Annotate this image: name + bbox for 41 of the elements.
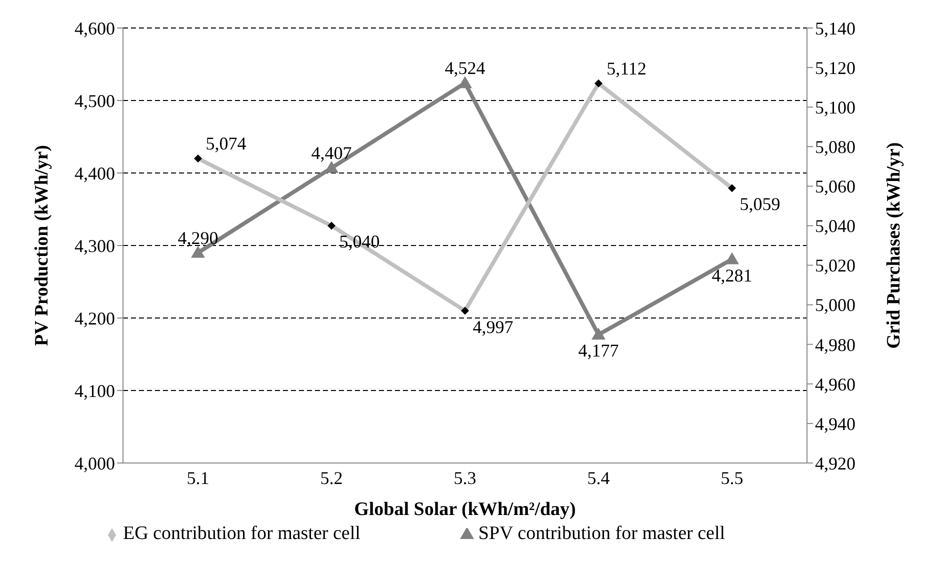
y2-tick-label: 5,100	[815, 97, 856, 118]
x-tick-label: 5.1	[186, 468, 210, 488]
data-label: 4,281	[712, 265, 752, 286]
point	[592, 328, 606, 340]
data-label: 5,040	[339, 232, 380, 252]
y2-tick-label: 5,060	[815, 176, 856, 197]
y2-tick-label: 5,020	[815, 256, 856, 276]
x-tick-label: 5.4	[587, 468, 610, 488]
y-tick-label: 4,600	[74, 18, 115, 38]
y2-tick-label: 5,140	[815, 18, 856, 38]
data-label: 4,290	[178, 228, 218, 248]
x-axis-title: Global Solar (kWh/m²/day)	[354, 499, 576, 520]
y2-tick-label: 4,960	[815, 374, 856, 394]
y-axis-title: PV Production (kWh/yr)	[32, 145, 53, 346]
y2-tick-label: 4,980	[815, 334, 856, 355]
y2-axis-title: Grid Purchases (kWh/yr)	[884, 142, 905, 349]
y-tick-label: 4,500	[74, 90, 115, 111]
y2-tick-label: 5,040	[815, 216, 856, 236]
data-label: 5,112	[606, 58, 646, 78]
y2-tick-label: 5,080	[815, 137, 856, 158]
data-label: 4,997	[472, 316, 514, 337]
x-tick-label: 5.2	[320, 468, 343, 488]
legend-label: EG contribution for master cell	[122, 523, 360, 544]
data-label: 5,074	[206, 134, 246, 154]
y2-tick-label: 5,000	[815, 295, 856, 316]
y-tick-label: 4,400	[74, 163, 115, 184]
legend-label: SPV contribution for master cell	[478, 523, 726, 544]
data-label: 5,059	[740, 194, 780, 214]
y2-tick-label: 4,940	[815, 414, 856, 434]
data-label: 4,177	[578, 340, 619, 361]
y2-tick-label: 4,920	[815, 453, 856, 474]
y-tick-label: 4,200	[74, 308, 115, 328]
point	[725, 252, 739, 264]
y2-tick-label: 5,120	[815, 58, 856, 78]
y-tick-label: 4,000	[74, 453, 115, 474]
x-tick-label: 5.3	[454, 468, 476, 488]
y-tick-label: 4,100	[74, 380, 115, 401]
data-label: 4,524	[444, 58, 486, 78]
y-tick-label: 4,300	[74, 236, 115, 256]
data-label: 4,407	[311, 142, 352, 163]
x-tick-label: 5.5	[720, 468, 744, 488]
